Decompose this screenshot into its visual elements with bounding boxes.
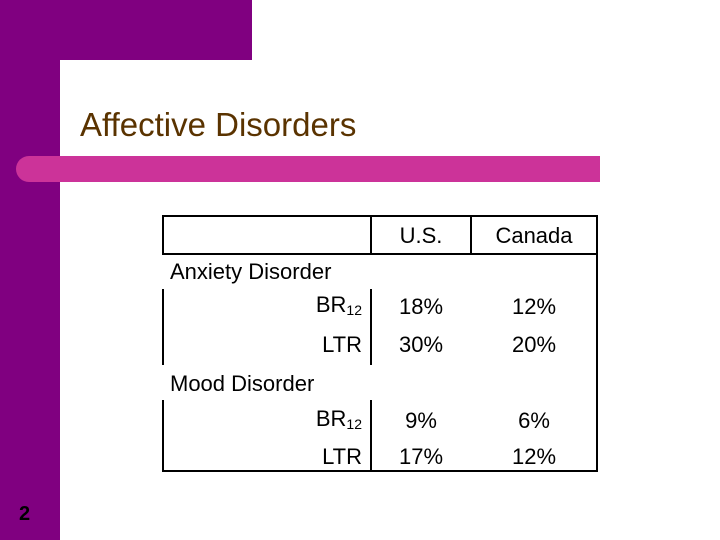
- table-left-border-mood: [162, 400, 164, 472]
- cell-value: 17%: [398, 444, 444, 469]
- corner-curve: [60, 60, 100, 100]
- cell-value: 12%: [511, 294, 557, 319]
- cell-value: 18%: [398, 294, 444, 319]
- row-label-br12: BR12: [315, 406, 362, 432]
- slide-title: Affective Disorders: [80, 106, 357, 143]
- cell-value: 30%: [398, 332, 444, 357]
- row-label-ltr: LTR: [322, 332, 362, 357]
- accent-bar: [16, 156, 600, 182]
- row-label-ltr: LTR: [322, 444, 362, 469]
- table-left-border-top: [162, 215, 164, 255]
- column-header-us: U.S.: [399, 223, 443, 248]
- column-header-canada: Canada: [495, 223, 573, 248]
- top-bar: [0, 0, 252, 60]
- cell-value: 9%: [405, 408, 437, 433]
- cell-value: 20%: [511, 332, 557, 357]
- cell-value: 12%: [511, 444, 557, 469]
- table-bottom-border: [162, 470, 598, 472]
- sidebar-bar: [0, 0, 60, 540]
- page-number: 2: [19, 503, 31, 525]
- table-right-border: [596, 215, 598, 472]
- col-divider-1-top: [370, 215, 372, 255]
- cell-value: 6%: [518, 408, 550, 433]
- row-label-br12: BR12: [315, 292, 362, 318]
- table-top-border: [162, 215, 598, 217]
- group-label-anxiety: Anxiety Disorder: [170, 259, 332, 284]
- group-label-mood: Mood Disorder: [170, 371, 315, 396]
- table-mid-border: [162, 253, 598, 255]
- col-divider-2: [470, 215, 472, 255]
- col-divider-1-anxiety: [370, 289, 372, 365]
- col-divider-1-mood: [370, 400, 372, 472]
- table-left-border-anxiety: [162, 289, 164, 365]
